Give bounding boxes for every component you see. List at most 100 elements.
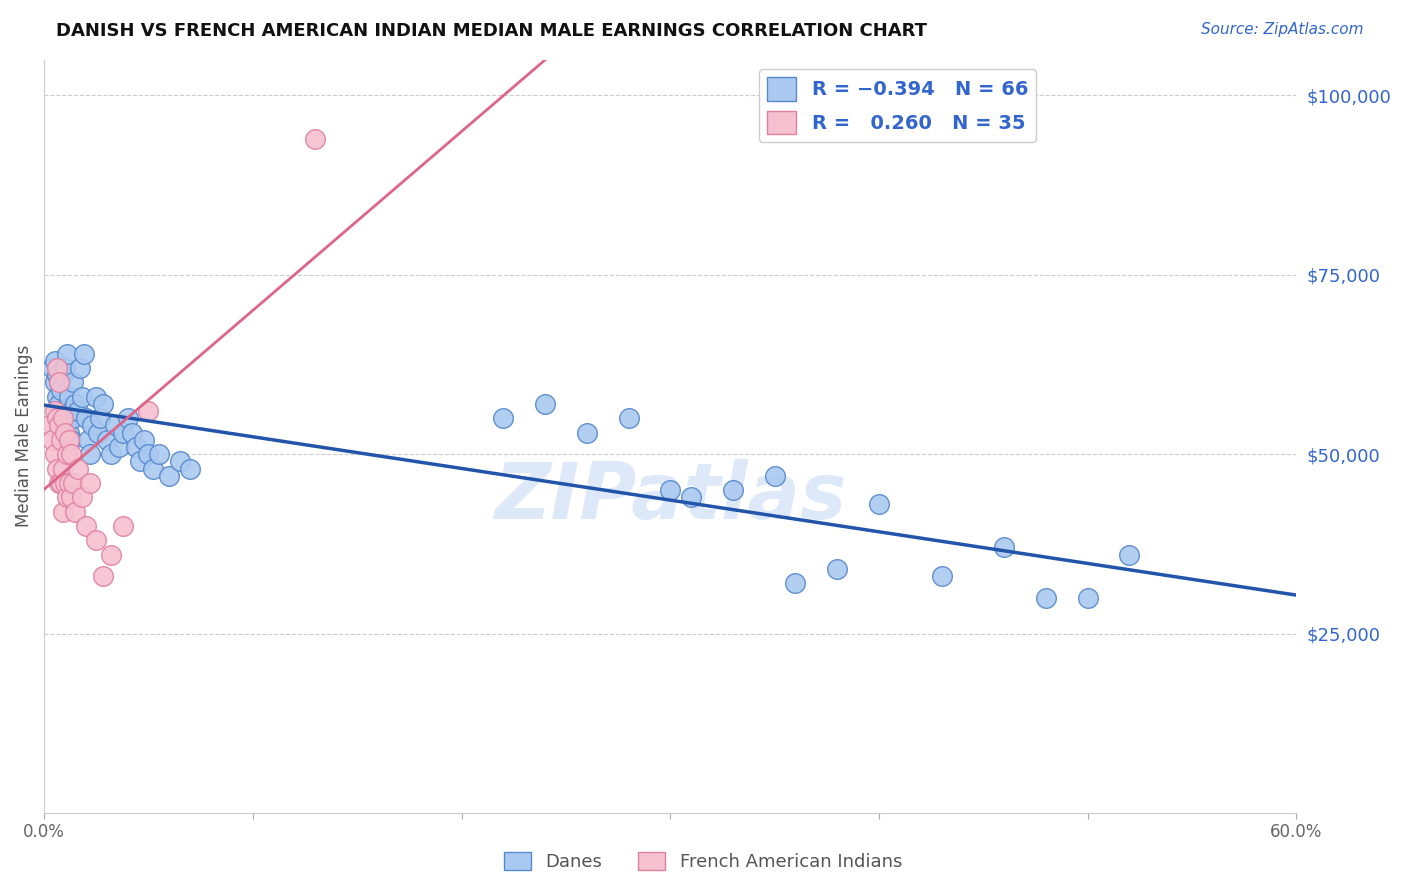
Point xyxy=(56,490,79,504)
Point xyxy=(108,440,131,454)
Point xyxy=(53,425,76,440)
Legend: R = −0.394   N = 66, R =   0.260   N = 35: R = −0.394 N = 66, R = 0.260 N = 35 xyxy=(759,70,1036,142)
Point xyxy=(96,433,118,447)
Point xyxy=(763,468,786,483)
Point xyxy=(52,461,75,475)
Point xyxy=(91,397,114,411)
Point xyxy=(492,411,515,425)
Point xyxy=(44,354,66,368)
Point xyxy=(75,519,97,533)
Point xyxy=(49,383,72,397)
Point xyxy=(58,390,80,404)
Text: ZIPatlas: ZIPatlas xyxy=(494,458,846,534)
Point xyxy=(62,376,84,390)
Point xyxy=(39,418,62,433)
Point xyxy=(868,497,890,511)
Point xyxy=(53,361,76,376)
Point xyxy=(534,397,557,411)
Point xyxy=(104,418,127,433)
Point xyxy=(84,390,107,404)
Point xyxy=(56,447,79,461)
Point xyxy=(44,404,66,418)
Point xyxy=(58,475,80,490)
Point xyxy=(112,425,135,440)
Point xyxy=(58,425,80,440)
Point xyxy=(825,562,848,576)
Point xyxy=(52,411,75,425)
Point xyxy=(117,411,139,425)
Point xyxy=(44,447,66,461)
Point xyxy=(62,411,84,425)
Point xyxy=(785,576,807,591)
Point xyxy=(53,404,76,418)
Point xyxy=(82,418,104,433)
Text: Source: ZipAtlas.com: Source: ZipAtlas.com xyxy=(1201,22,1364,37)
Point xyxy=(45,390,67,404)
Point xyxy=(70,490,93,504)
Point xyxy=(87,425,110,440)
Point xyxy=(121,425,143,440)
Point xyxy=(60,490,83,504)
Point xyxy=(48,376,70,390)
Point xyxy=(73,347,96,361)
Point xyxy=(45,361,67,376)
Point xyxy=(659,483,682,497)
Point xyxy=(100,548,122,562)
Point xyxy=(62,475,84,490)
Point xyxy=(52,368,75,383)
Point xyxy=(65,397,87,411)
Point xyxy=(65,505,87,519)
Point xyxy=(100,447,122,461)
Point xyxy=(125,440,148,454)
Point xyxy=(79,447,101,461)
Point xyxy=(48,376,70,390)
Point xyxy=(1035,591,1057,605)
Point xyxy=(157,468,180,483)
Point xyxy=(931,569,953,583)
Point xyxy=(44,376,66,390)
Point xyxy=(138,404,160,418)
Point xyxy=(49,433,72,447)
Point xyxy=(169,454,191,468)
Point xyxy=(681,490,703,504)
Point xyxy=(575,425,598,440)
Point xyxy=(142,461,165,475)
Point xyxy=(48,397,70,411)
Point xyxy=(84,533,107,548)
Point xyxy=(60,447,83,461)
Point xyxy=(91,569,114,583)
Point xyxy=(721,483,744,497)
Point xyxy=(52,505,75,519)
Y-axis label: Median Male Earnings: Median Male Earnings xyxy=(15,345,32,527)
Point xyxy=(58,433,80,447)
Point xyxy=(49,475,72,490)
Point xyxy=(48,475,70,490)
Point xyxy=(45,461,67,475)
Point xyxy=(52,411,75,425)
Point xyxy=(1077,591,1099,605)
Point xyxy=(53,475,76,490)
Point xyxy=(56,418,79,433)
Point xyxy=(41,361,63,376)
Point xyxy=(49,404,72,418)
Point xyxy=(41,433,63,447)
Point xyxy=(56,347,79,361)
Point xyxy=(66,404,89,418)
Point xyxy=(138,447,160,461)
Point xyxy=(75,411,97,425)
Point xyxy=(304,131,326,145)
Point xyxy=(70,390,93,404)
Point xyxy=(45,368,67,383)
Point xyxy=(129,454,152,468)
Point xyxy=(45,411,67,425)
Point xyxy=(1118,548,1140,562)
Point xyxy=(617,411,640,425)
Point xyxy=(66,461,89,475)
Point xyxy=(48,418,70,433)
Text: DANISH VS FRENCH AMERICAN INDIAN MEDIAN MALE EARNINGS CORRELATION CHART: DANISH VS FRENCH AMERICAN INDIAN MEDIAN … xyxy=(56,22,927,40)
Point xyxy=(112,519,135,533)
Point xyxy=(60,433,83,447)
Point xyxy=(993,541,1015,555)
Legend: Danes, French American Indians: Danes, French American Indians xyxy=(496,845,910,879)
Point xyxy=(69,361,91,376)
